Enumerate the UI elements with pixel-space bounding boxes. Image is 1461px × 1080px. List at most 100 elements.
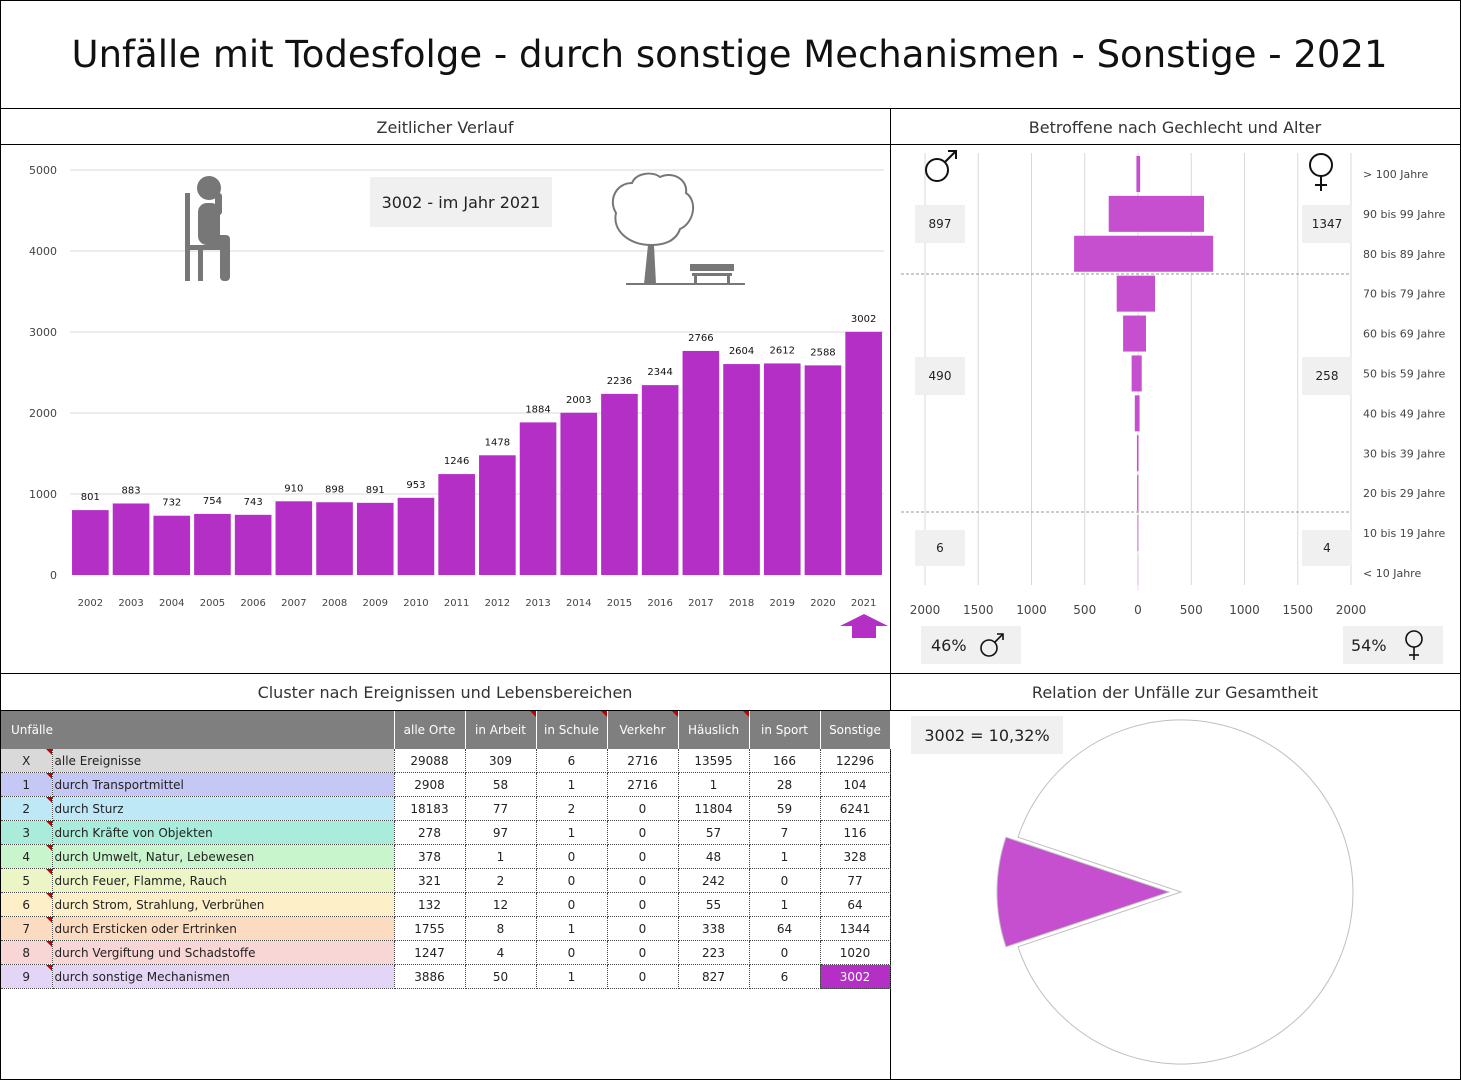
cell-value: 1 xyxy=(749,892,821,917)
bar-2017 xyxy=(682,350,720,575)
male-bar xyxy=(1116,275,1138,312)
female-symbol-icon xyxy=(1309,153,1333,191)
x-tick-label: 2004 xyxy=(159,598,184,609)
row-index: 6 xyxy=(1,892,53,917)
cell-value: 242 xyxy=(678,868,750,893)
female-bar xyxy=(1138,435,1139,472)
table-row: 7 durch Ersticken oder Ertrinken 1755 8 1 0 33… xyxy=(1,916,891,941)
cell-value: 3002 xyxy=(820,964,891,989)
male-bar xyxy=(1123,315,1138,352)
bar-value-label: 910 xyxy=(284,483,303,494)
y-tick-label: 1000 xyxy=(29,488,57,501)
cell-value: 1 xyxy=(536,772,608,797)
tree-bench-icon xyxy=(611,172,745,285)
row-label: durch Sturz xyxy=(52,796,395,821)
row-index: 2 xyxy=(1,796,53,821)
column-header: in Arbeit xyxy=(465,711,537,749)
comment-marker-icon xyxy=(600,711,607,717)
page-title: Unfälle mit Todesfolge - durch sonstige … xyxy=(71,32,1388,76)
x-tick-label: 2011 xyxy=(444,598,469,609)
female-share-box: 54% xyxy=(1343,626,1443,664)
male-share-box: 46% xyxy=(921,626,1021,664)
bar-value-label: 801 xyxy=(81,492,100,503)
comment-marker-icon xyxy=(45,869,52,875)
x-tick-label: 2003 xyxy=(118,598,143,609)
table-row: 8 durch Vergiftung und Schadstoffe 1247 4 0 0… xyxy=(1,940,891,965)
column-header: Verkehr xyxy=(607,711,679,749)
row-index: 7 xyxy=(1,916,53,941)
cell-value: 1 xyxy=(749,844,821,869)
x-tick-label: 500 xyxy=(1180,603,1203,617)
male-bar xyxy=(1134,395,1138,432)
row-label: alle Ereignisse xyxy=(52,749,395,773)
y-tick-label: 3000 xyxy=(29,326,57,339)
row-index: 8 xyxy=(1,940,53,965)
comment-marker-icon xyxy=(671,711,678,717)
bar-2012 xyxy=(479,455,516,575)
bar-2008 xyxy=(316,502,353,575)
bar-2009 xyxy=(356,502,394,575)
cell-value: 0 xyxy=(607,940,679,965)
male-share-icon xyxy=(979,633,1004,657)
male-bar xyxy=(1136,435,1138,472)
cell-value: 321 xyxy=(394,868,466,893)
row-index: 5 xyxy=(1,868,53,893)
cell-value: 2716 xyxy=(607,749,679,773)
age-label: 80 bis 89 Jahre xyxy=(1363,248,1445,261)
age-label: 30 bis 39 Jahre xyxy=(1363,447,1445,460)
male-share-value: 46% xyxy=(931,635,967,655)
x-tick-label: 2002 xyxy=(78,598,103,609)
cell-value: 132 xyxy=(394,892,466,917)
cell-value: 48 xyxy=(678,844,750,869)
pyramid-gridlines xyxy=(924,153,1352,585)
cell-value: 0 xyxy=(536,844,608,869)
cell-value: 77 xyxy=(465,796,537,821)
cell-value: 1247 xyxy=(394,940,466,965)
bar-2007 xyxy=(275,501,313,575)
table-row: 3 durch Kräfte von Objekten 278 97 1 0 57 7 116 xyxy=(1,820,891,845)
row-label: durch sonstige Mechanismen xyxy=(52,964,395,989)
cell-value: 28 xyxy=(749,772,821,797)
cell-value: 6 xyxy=(749,964,821,989)
cell-value: 57 xyxy=(678,820,750,845)
row-label: durch Kräfte von Objekten xyxy=(52,820,395,845)
female-bar xyxy=(1138,395,1140,432)
x-tick-label: 2008 xyxy=(322,598,347,609)
cell-value: 64 xyxy=(749,916,821,941)
cell-value: 278 xyxy=(394,820,466,845)
cell-value: 104 xyxy=(820,772,891,797)
divider-title xyxy=(0,108,1461,109)
age-label: 60 bis 69 Jahre xyxy=(1363,328,1445,341)
cell-value: 7 xyxy=(749,820,821,845)
cell-value: 378 xyxy=(394,844,466,869)
bar-value-label: 2344 xyxy=(647,367,672,378)
row-label: durch Transportmittel xyxy=(52,772,395,797)
x-tick-label: 2014 xyxy=(566,598,591,609)
timeline-badge: 3002 - im Jahr 2021 xyxy=(370,177,552,227)
female-count-80plus: 1347 xyxy=(1302,205,1352,243)
cell-value: 1344 xyxy=(820,916,891,941)
comment-marker-icon xyxy=(529,711,536,717)
female-bar xyxy=(1138,275,1156,312)
pyramid-age-labels: > 100 Jahre 90 bis 99 Jahre 80 bis 89 Jahr… xyxy=(1363,168,1445,580)
bar-value-label: 953 xyxy=(406,480,425,491)
row-index: 4 xyxy=(1,844,53,869)
x-tick-label: 2016 xyxy=(647,598,672,609)
comment-marker-icon xyxy=(45,893,52,899)
x-tick-label: 2012 xyxy=(485,598,510,609)
comment-marker-icon xyxy=(742,711,749,717)
x-tick-label: 2020 xyxy=(810,598,835,609)
x-tick-label: 2010 xyxy=(403,598,428,609)
divider-middle xyxy=(0,673,1461,674)
x-tick-label: 2013 xyxy=(525,598,550,609)
female-count-20-79: 258 xyxy=(1302,357,1352,395)
pyramid-bars xyxy=(1074,155,1214,591)
cell-value: 1755 xyxy=(394,916,466,941)
x-tick-label: 1500 xyxy=(963,603,994,617)
relation-panel-title: Relation der Unfälle zur Gesamtheit xyxy=(1031,682,1319,702)
table-row: 4 durch Umwelt, Natur, Lebewesen 378 1 0 0 48 1… xyxy=(1,844,891,869)
x-tick-label: 2018 xyxy=(729,598,754,609)
bar-2020 xyxy=(804,365,842,575)
bar-value-label: 1478 xyxy=(485,437,510,448)
comment-marker-icon xyxy=(45,845,52,851)
